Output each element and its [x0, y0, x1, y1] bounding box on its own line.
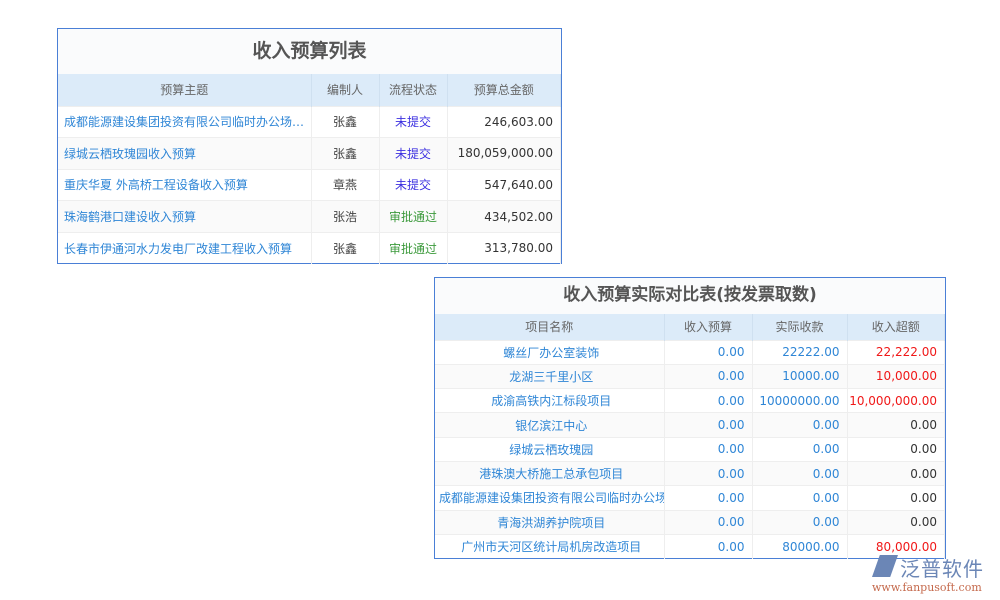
table-row[interactable]: 绿城云栖玫瑰园 0.00 0.00 0.00	[435, 436, 945, 462]
author-cell: 章燕	[311, 168, 380, 201]
budget-cell: 0.00	[664, 412, 753, 438]
fanpu-logo: 泛普软件 www.fanpusoft.com	[872, 553, 997, 598]
budget-cell: 0.00	[664, 533, 753, 559]
amount-cell: 246,603.00	[447, 105, 561, 138]
table-row[interactable]: 青海洪湖养护院项目 0.00 0.00 0.00	[435, 509, 945, 535]
logo-icon	[872, 555, 898, 577]
author-cell: 张鑫	[311, 137, 380, 170]
project-name-link[interactable]: 成都能源建设集团投资有限公司临时办公场所装	[435, 485, 665, 511]
budget-list-title: 收入预算列表	[58, 29, 561, 74]
logo-name: 泛普软件	[900, 557, 984, 581]
header-status[interactable]: 流程状态	[379, 74, 448, 106]
excess-cell: 0.00	[847, 412, 945, 438]
author-cell: 张浩	[311, 200, 380, 233]
amount-cell: 180,059,000.00	[447, 137, 561, 170]
header-excess[interactable]: 收入超额	[847, 314, 945, 340]
project-name-link[interactable]: 螺丝厂办公室装饰	[435, 339, 665, 365]
table-row[interactable]: 银亿滨江中心 0.00 0.00 0.00	[435, 412, 945, 438]
header-budget[interactable]: 收入预算	[664, 314, 753, 340]
header-actual[interactable]: 实际收款	[752, 314, 848, 340]
project-name-link[interactable]: 绿城云栖玫瑰园	[435, 436, 665, 462]
actual-cell: 0.00	[752, 485, 848, 511]
status-cell: 审批通过	[379, 231, 448, 264]
budget-cell: 0.00	[664, 509, 753, 535]
actual-cell: 0.00	[752, 412, 848, 438]
excess-cell: 0.00	[847, 460, 945, 486]
status-cell: 审批通过	[379, 200, 448, 233]
table-row[interactable]: 长春市伊通河水力发电厂改建工程收入预算 张鑫 审批通过 313,780.00	[58, 231, 561, 264]
actual-cell: 10000.00	[752, 363, 848, 389]
budget-cell: 0.00	[664, 363, 753, 389]
budget-list-table: 预算主题 编制人 流程状态 预算总金额 成都能源建设集团投资有限公司临时办公场所…	[58, 74, 561, 264]
table-row[interactable]: 龙湖三千里小区 0.00 10000.00 10,000.00	[435, 363, 945, 389]
project-name-link[interactable]: 银亿滨江中心	[435, 412, 665, 438]
project-name-link[interactable]: 青海洪湖养护院项目	[435, 509, 665, 535]
subject-link[interactable]: 长春市伊通河水力发电厂改建工程收入预算	[58, 231, 312, 264]
project-name-link[interactable]: 港珠澳大桥施工总承包项目	[435, 460, 665, 486]
table-row[interactable]: 螺丝厂办公室装饰 0.00 22222.00 22,222.00	[435, 339, 945, 365]
budget-cell: 0.00	[664, 460, 753, 486]
table-row[interactable]: 成都能源建设集团投资有限公司临时办公场所装 0.00 0.00 0.00	[435, 485, 945, 511]
excess-cell: 0.00	[847, 485, 945, 511]
amount-cell: 313,780.00	[447, 231, 561, 264]
actual-cell: 0.00	[752, 509, 848, 535]
header-subject[interactable]: 预算主题	[58, 74, 312, 106]
header-project-name[interactable]: 项目名称	[435, 314, 665, 340]
author-cell: 张鑫	[311, 231, 380, 264]
budget-cell: 0.00	[664, 485, 753, 511]
status-cell: 未提交	[379, 105, 448, 138]
project-name-link[interactable]: 广州市天河区统计局机房改造项目	[435, 533, 665, 559]
table-row[interactable]: 广州市天河区统计局机房改造项目 0.00 80000.00 80,000.00	[435, 533, 945, 559]
excess-cell: 0.00	[847, 436, 945, 462]
excess-cell: 10,000,000.00	[847, 388, 945, 413]
logo-url: www.fanpusoft.com	[872, 581, 982, 594]
table-row[interactable]: 珠海鹤港口建设收入预算 张浩 审批通过 434,502.00	[58, 200, 561, 233]
status-cell: 未提交	[379, 137, 448, 170]
subject-link[interactable]: 成都能源建设集团投资有限公司临时办公场所…	[58, 105, 312, 138]
budget-cell: 0.00	[664, 339, 753, 365]
excess-cell: 0.00	[847, 509, 945, 535]
subject-link[interactable]: 珠海鹤港口建设收入预算	[58, 200, 312, 233]
subject-link[interactable]: 重庆华夏 外高桥工程设备收入预算	[58, 168, 312, 201]
actual-cell: 22222.00	[752, 339, 848, 365]
comparison-title: 收入预算实际对比表(按发票取数)	[435, 278, 945, 314]
excess-cell: 10,000.00	[847, 363, 945, 389]
project-name-link[interactable]: 龙湖三千里小区	[435, 363, 665, 389]
budget-cell: 0.00	[664, 436, 753, 462]
budget-cell: 0.00	[664, 388, 753, 413]
status-cell: 未提交	[379, 168, 448, 201]
table-row[interactable]: 成都能源建设集团投资有限公司临时办公场所… 张鑫 未提交 246,603.00	[58, 105, 561, 138]
table-row[interactable]: 港珠澳大桥施工总承包项目 0.00 0.00 0.00	[435, 460, 945, 486]
header-author[interactable]: 编制人	[311, 74, 380, 106]
subject-link[interactable]: 绿城云栖玫瑰园收入预算	[58, 137, 312, 170]
excess-cell: 22,222.00	[847, 339, 945, 365]
table-row[interactable]: 绿城云栖玫瑰园收入预算 张鑫 未提交 180,059,000.00	[58, 137, 561, 170]
table-row[interactable]: 成渝高铁内江标段项目 0.00 10000000.00 10,000,000.0…	[435, 388, 945, 413]
actual-cell: 10000000.00	[752, 388, 848, 413]
amount-cell: 434,502.00	[447, 200, 561, 233]
comparison-panel: 收入预算实际对比表(按发票取数) 项目名称 收入预算 实际收款 收入超额 螺丝厂…	[434, 277, 946, 559]
actual-cell: 0.00	[752, 436, 848, 462]
excess-cell: 80,000.00	[847, 533, 945, 559]
actual-cell: 0.00	[752, 460, 848, 486]
header-amount[interactable]: 预算总金额	[447, 74, 561, 106]
comparison-table: 项目名称 收入预算 实际收款 收入超额 螺丝厂办公室装饰 0.00 22222.…	[435, 314, 945, 559]
actual-cell: 80000.00	[752, 533, 848, 559]
table-row[interactable]: 重庆华夏 外高桥工程设备收入预算 章燕 未提交 547,640.00	[58, 168, 561, 201]
author-cell: 张鑫	[311, 105, 380, 138]
amount-cell: 547,640.00	[447, 168, 561, 201]
project-name-link[interactable]: 成渝高铁内江标段项目	[435, 388, 665, 413]
budget-list-panel: 收入预算列表 预算主题 编制人 流程状态 预算总金额 成都能源建设集团投资有限公…	[57, 28, 562, 264]
